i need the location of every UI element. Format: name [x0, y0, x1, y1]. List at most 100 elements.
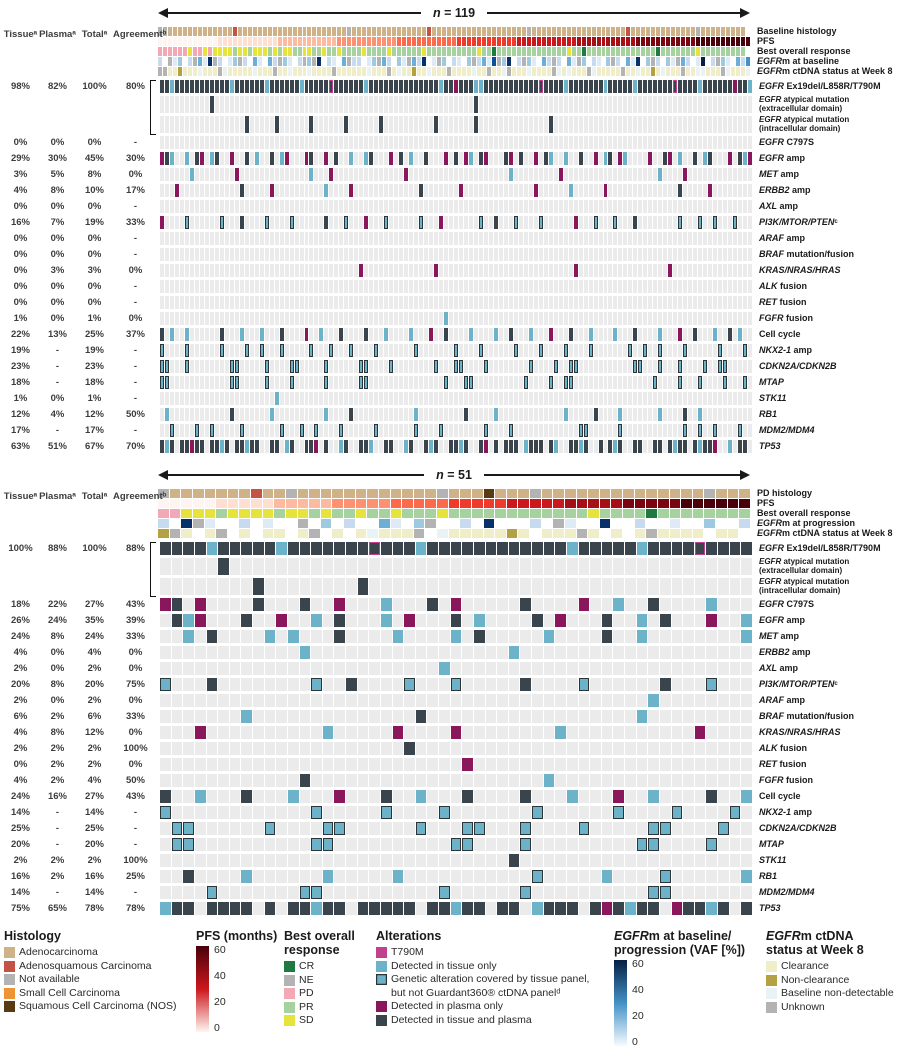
- track-cell: [391, 489, 402, 498]
- alteration-cell: [529, 296, 533, 309]
- alteration-cell: [314, 184, 318, 197]
- track-cell: [671, 27, 675, 36]
- alteration-cell: [393, 542, 404, 555]
- gene-row: 98%82%100%80%EGFR Ex19del/L858R/T790M: [0, 80, 910, 93]
- alteration-cell: [379, 296, 383, 309]
- alteration-cell: [349, 264, 353, 277]
- track-cell: [467, 57, 471, 66]
- alteration-cell: [439, 598, 450, 611]
- alteration-cell: [464, 344, 468, 357]
- track-cell: [286, 499, 297, 508]
- track-cell: [530, 509, 541, 518]
- alteration-cell: [300, 630, 311, 643]
- alteration-cell: [280, 232, 284, 245]
- alteration-cell: [713, 424, 717, 437]
- alteration-cell: [449, 344, 453, 357]
- alteration-cell: [354, 152, 358, 165]
- alteration-cell: [311, 710, 322, 723]
- gene-label: MDM2/MDM4: [752, 426, 910, 435]
- alteration-cell: [165, 312, 169, 325]
- track-cell: [552, 47, 556, 56]
- track-cell: [248, 67, 252, 76]
- alteration-cell: [504, 152, 508, 165]
- alteration-cell: [663, 360, 667, 373]
- track-cell: [427, 47, 431, 56]
- alteration-cell: [276, 578, 287, 595]
- track-cell: [258, 67, 262, 76]
- alteration-cell: [454, 360, 458, 373]
- alteration-cell: [381, 758, 392, 771]
- alteration-cell: [703, 328, 707, 341]
- alteration-cell: [594, 296, 598, 309]
- alteration-cell: [429, 248, 433, 261]
- alteration-cell: [170, 136, 174, 149]
- alteration-cell: [172, 646, 183, 659]
- alteration-cell: [594, 216, 598, 229]
- alteration-cell: [409, 152, 413, 165]
- alteration-cell: [439, 216, 443, 229]
- alteration-cell: [567, 774, 578, 787]
- alteration-cell: [349, 216, 353, 229]
- alteration-cell: [265, 694, 276, 707]
- alteration-cell: [625, 758, 636, 771]
- alteration-cell: [334, 184, 338, 197]
- track-label: PFS: [750, 499, 910, 508]
- stat-value: 100%: [76, 81, 113, 92]
- stat-value: 22%: [2, 329, 39, 340]
- alteration-cell: [230, 328, 234, 341]
- track-cell: [312, 67, 316, 76]
- track-cell: [636, 67, 640, 76]
- alteration-cell: [738, 264, 742, 277]
- alteration-cell: [688, 264, 692, 277]
- alteration-cell: [643, 376, 647, 389]
- alteration-cell: [314, 248, 318, 261]
- alteration-cell: [549, 152, 553, 165]
- alteration-cell: [743, 424, 747, 437]
- alteration-cell: [195, 168, 199, 181]
- alteration-cell: [728, 116, 732, 133]
- alteration-cell: [444, 440, 448, 453]
- alteration-cell: [240, 264, 244, 277]
- alteration-cell: [369, 248, 373, 261]
- alteration-cell: [643, 248, 647, 261]
- alteration-cell: [564, 264, 568, 277]
- alteration-cell: [190, 248, 194, 261]
- track-cell: [205, 489, 216, 498]
- alteration-cell: [379, 80, 383, 93]
- alteration-cell: [618, 440, 622, 453]
- alteration-cell: [160, 710, 171, 723]
- alteration-cell: [564, 116, 568, 133]
- alteration-cell: [529, 440, 533, 453]
- alteration-cell: [718, 578, 729, 595]
- alteration-cell: [190, 312, 194, 325]
- alteration-cell: [260, 116, 264, 133]
- alteration-cell: [698, 152, 702, 165]
- track-cell: [216, 519, 227, 528]
- track-cell: [437, 499, 448, 508]
- alteration-cell: [509, 838, 520, 851]
- track-cell: [449, 489, 460, 498]
- alteration-cell: [618, 168, 622, 181]
- track-cell: [397, 57, 401, 66]
- track-cell: [731, 37, 735, 46]
- alteration-cell: [265, 80, 269, 93]
- alteration-cell: [713, 280, 717, 293]
- alteration-cell: [730, 742, 741, 755]
- alteration-cell: [404, 578, 415, 595]
- alteration-cell: [339, 424, 343, 437]
- track-cell: [303, 47, 307, 56]
- alteration-cell: [210, 116, 214, 133]
- alteration-cell: [693, 312, 697, 325]
- alteration-cell: [524, 80, 528, 93]
- alteration-cell: [265, 806, 276, 819]
- alteration-cell: [504, 116, 508, 133]
- track-cell: [482, 67, 486, 76]
- alteration-cell: [235, 312, 239, 325]
- alteration-cell: [534, 440, 538, 453]
- alteration-cell: [215, 80, 219, 93]
- track-cell: [567, 47, 571, 56]
- alteration-cell: [409, 184, 413, 197]
- alteration-cell: [280, 152, 284, 165]
- alteration-cell: [633, 200, 637, 213]
